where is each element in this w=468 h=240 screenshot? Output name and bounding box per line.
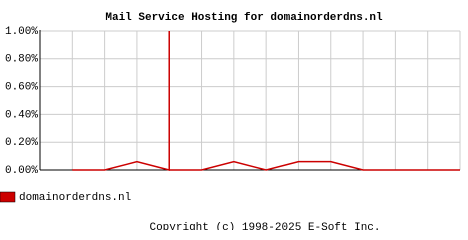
chart: Mail Service Hosting for domainorderdns.… bbox=[0, 12, 461, 230]
data-line bbox=[72, 31, 460, 171]
footer: Copyright (c) 1998-2025 E-Soft Inc. bbox=[149, 222, 380, 230]
y-tick-label: 0.40% bbox=[5, 109, 38, 121]
page: Mail Service Hosting for domainorderdns.… bbox=[0, 11, 461, 230]
y-tick-label: 0.20% bbox=[5, 137, 38, 149]
legend-label: domainorderdns.nl bbox=[19, 192, 131, 204]
y-tick-label: 1.00% bbox=[5, 26, 38, 38]
chart-title: Mail Service Hosting for domainorderdns.… bbox=[105, 12, 383, 24]
y-tick-label: 0.00% bbox=[5, 165, 38, 177]
y-tick-label: 0.80% bbox=[5, 54, 38, 66]
legend-swatch bbox=[0, 191, 16, 203]
y-tick-label: 0.60% bbox=[5, 82, 38, 94]
